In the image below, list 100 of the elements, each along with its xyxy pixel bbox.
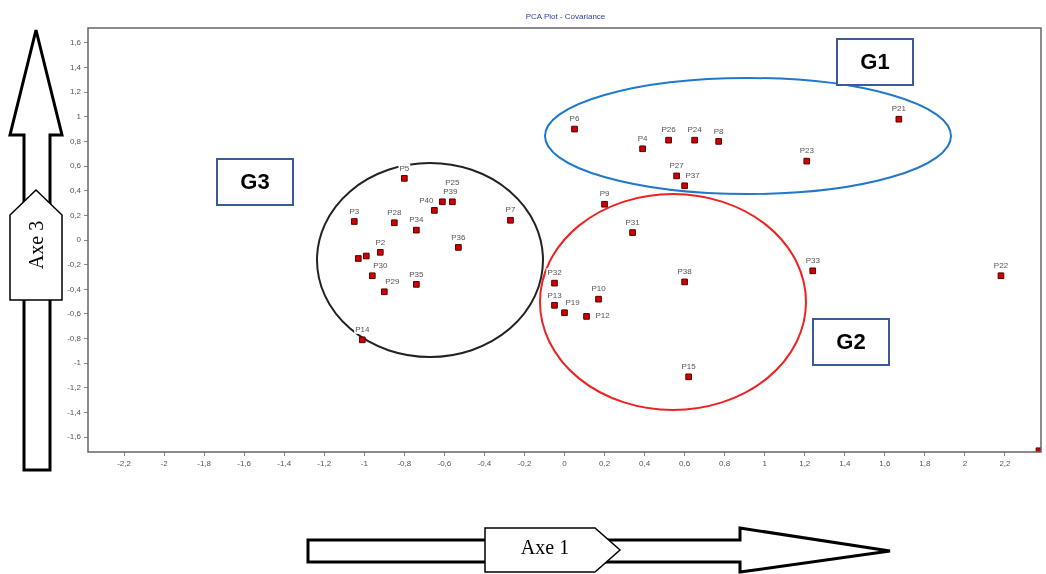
point [561, 309, 568, 317]
y-tick-label: -1 [73, 358, 82, 368]
x-tick-label: 0 [562, 459, 568, 468]
point [583, 313, 590, 320]
x-tick-label: 0,4 [639, 459, 651, 468]
point [685, 373, 692, 381]
x-tick-label: -0,6 [437, 459, 452, 468]
annotation: P31 [625, 217, 641, 227]
point [350, 218, 358, 225]
point [551, 302, 558, 309]
annotation: P32 [547, 268, 563, 278]
point [358, 336, 366, 344]
annotation: G1 [836, 38, 914, 86]
y-tick-label: -0,6 [67, 309, 82, 319]
point [362, 252, 370, 260]
annotation: P40 [419, 195, 435, 205]
point [571, 125, 578, 133]
point [431, 207, 438, 214]
y-tick-label: 0,8 [69, 136, 82, 146]
annotation: P34 [409, 215, 425, 225]
chart-title: PCA Plot - Covariance [524, 12, 607, 21]
annotation: P38 [677, 267, 693, 277]
annotation: P19 [565, 297, 581, 307]
annotation: P27 [669, 161, 685, 171]
y-tick-label: 0,6 [69, 161, 82, 171]
point [507, 216, 514, 224]
annotation: P25 [445, 177, 461, 187]
annotation: P5 [399, 163, 410, 173]
x-tick-label: 0,2 [598, 459, 611, 468]
point [681, 278, 688, 286]
point [997, 272, 1005, 280]
point [354, 255, 362, 262]
annotation: P14 [355, 325, 370, 335]
x-tick-label: -1,4 [277, 459, 292, 468]
point [629, 229, 636, 236]
y-tick-label: 0,2 [69, 210, 82, 220]
annotation: P8 [713, 126, 725, 136]
annotation: P21 [891, 104, 907, 114]
annotation: P30 [373, 260, 388, 270]
annotation: P24 [687, 125, 703, 135]
y-tick-label: -0,4 [67, 284, 82, 294]
x-tick-label: 1,4 [839, 459, 851, 468]
x-tick-label: 0,6 [679, 459, 691, 468]
y-tick-label: -0,8 [67, 333, 82, 343]
annotation: P39 [443, 186, 459, 196]
x-tick-label: 1,2 [799, 459, 811, 468]
annotation: P23 [799, 146, 815, 156]
point [803, 157, 811, 165]
x-tick-label: 0,8 [719, 459, 731, 468]
x-tick-label: -1,8 [197, 459, 212, 468]
point [380, 288, 388, 296]
annotation: G2 [812, 318, 890, 366]
annotation: P33 [805, 256, 821, 266]
point [390, 219, 398, 227]
point [449, 198, 456, 206]
point [639, 145, 646, 153]
annotation: P4 [637, 133, 649, 143]
annotation: P12 [595, 310, 611, 320]
x-tick-label: -1 [360, 459, 369, 468]
annotation: P15 [681, 362, 697, 372]
x-tick-label: 1,6 [879, 459, 891, 468]
point [601, 200, 608, 208]
point [681, 182, 688, 190]
y-tick-label: 1 [76, 111, 82, 121]
point [595, 295, 602, 303]
point [809, 267, 817, 275]
point [691, 136, 698, 144]
x-tick-label: -0,2 [517, 459, 532, 468]
annotation: P36 [451, 232, 467, 242]
annotation: P35 [409, 269, 425, 279]
point [715, 138, 722, 145]
point [376, 249, 384, 256]
x-tick-label: -0,4 [477, 459, 492, 468]
y-tick-label: 0,4 [69, 185, 82, 195]
annotation: P9 [599, 189, 610, 199]
point [368, 272, 376, 280]
point [413, 281, 420, 288]
y-tick-label: 1,4 [69, 62, 82, 72]
x-tick-label: 1 [762, 459, 768, 468]
x-tick-label: -2,2 [117, 459, 132, 468]
point [413, 226, 420, 234]
annotation: P10 [591, 284, 607, 294]
y-tick-label: 1,6 [69, 37, 82, 47]
point [551, 279, 558, 287]
x-tick-label: -2 [160, 459, 169, 468]
x-tick-label: 2 [962, 459, 968, 468]
y-tick-label: 1,2 [69, 87, 82, 97]
annotation: P28 [387, 207, 402, 217]
annotation: P26 [661, 125, 677, 135]
x-tick-label: 1,8 [919, 459, 931, 468]
y-tick-label: -1,6 [67, 432, 82, 442]
x-tick-label: -1,2 [317, 459, 332, 468]
point [895, 115, 903, 123]
y-tick-label: -1,4 [67, 407, 82, 417]
annotation: P2 [375, 237, 386, 247]
annotation: P37 [685, 170, 701, 180]
point [401, 175, 408, 182]
y-tick-label: -1,2 [67, 383, 82, 393]
annotation: P29 [385, 276, 400, 286]
annotation: P22 [993, 260, 1009, 270]
